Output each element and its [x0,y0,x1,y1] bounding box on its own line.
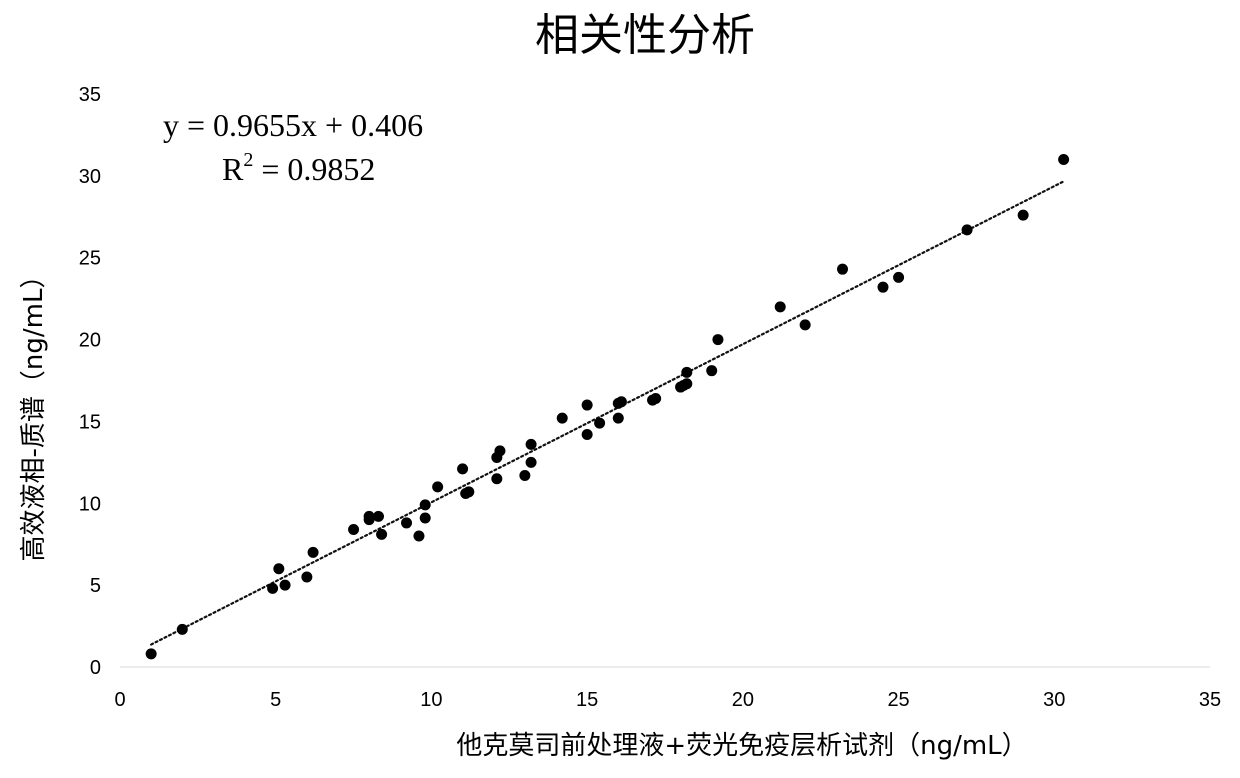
y-tick-label: 30 [79,166,101,188]
data-point [582,400,593,411]
x-tick-label: 10 [420,689,442,711]
data-point [650,393,661,404]
data-point [582,429,593,440]
trendline-equation: y = 0.9655x + 0.406 [163,107,423,143]
data-point [267,583,278,594]
y-tick-label: 15 [79,411,101,433]
x-tick-label: 30 [1043,689,1065,711]
data-point [280,580,291,591]
r-squared-annotation: R2 = 0.9852 [222,149,375,187]
data-point [463,486,474,497]
data-point [837,264,848,275]
y-axis-label: 高效液相-质谱（ng/mL） [19,263,49,562]
data-point [420,513,431,524]
data-point [893,272,904,283]
data-point [301,571,312,582]
data-point [1018,210,1029,221]
data-point [878,282,889,293]
data-point [594,418,605,429]
data-point [457,463,468,474]
data-point [432,481,443,492]
plot-area: 0 5 10 15 20 25 30 35 0 5 10 15 20 25 30 35 [79,84,1221,711]
x-tick-label: 35 [1199,689,1221,711]
data-point [348,524,359,535]
data-point [775,301,786,312]
data-point [712,334,723,345]
y-tick-label: 35 [79,84,101,106]
data-point [681,378,692,389]
r-squared-prefix: R [222,151,244,187]
data-point [273,563,284,574]
x-tick-label: 15 [576,689,598,711]
x-tick-label: 5 [270,689,281,711]
data-point [1058,154,1069,165]
data-point [613,413,624,424]
data-point [401,517,412,528]
y-tick-label: 5 [90,575,101,597]
data-point [413,531,424,542]
data-point [308,547,319,558]
data-point [376,529,387,540]
data-point [373,511,384,522]
data-point [557,413,568,424]
data-point [526,457,537,468]
r-squared-value: = 0.9852 [253,151,375,187]
r-squared-superscript: 2 [243,149,253,171]
y-tick-label: 0 [90,657,101,679]
trendline [151,181,1063,644]
x-tick-label: 20 [732,689,754,711]
data-point [526,439,537,450]
x-tick-label: 25 [887,689,909,711]
data-point [800,319,811,330]
data-point [616,396,627,407]
y-tick-label: 25 [79,248,101,270]
data-point [519,470,530,481]
data-point [494,445,505,456]
chart-title: 相关性分析 [535,10,755,61]
x-axis-label: 他克莫司前处理液+荧光免疫层析试剂（ng/mL） [456,731,1027,761]
data-point [962,224,973,235]
data-point [146,648,157,659]
y-tick-label: 20 [79,330,101,352]
data-point [681,367,692,378]
data-point [491,473,502,484]
x-tick-label: 0 [114,689,125,711]
data-point [420,499,431,510]
data-point [177,624,188,635]
data-point [706,365,717,376]
y-tick-label: 10 [79,493,101,515]
